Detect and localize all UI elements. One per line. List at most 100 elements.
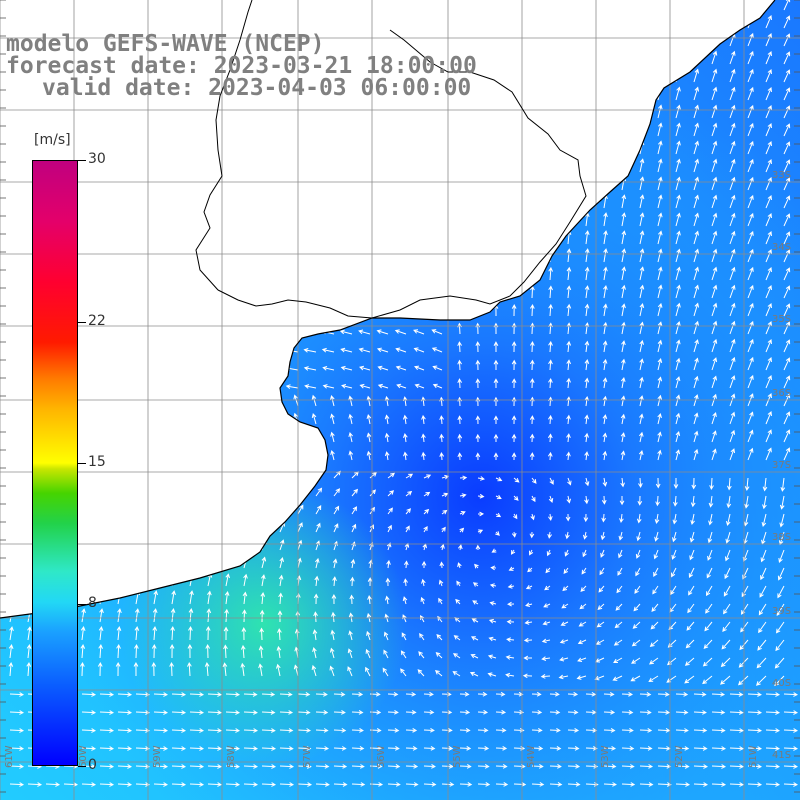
- wind-arrow: [506, 637, 515, 642]
- wind-arrow: [240, 644, 246, 659]
- wind-arrow: [86, 134, 101, 140]
- wind-arrow: [211, 385, 227, 390]
- wind-arrow: [477, 727, 489, 733]
- wind-arrow: [104, 134, 119, 140]
- wind-arrow: [189, 554, 195, 569]
- wind-arrow: [320, 185, 335, 191]
- wind-arrow: [621, 68, 627, 83]
- wind-arrow: [711, 338, 718, 353]
- wind-arrow: [81, 518, 88, 533]
- wind-arrow: [566, 340, 572, 353]
- wind-arrow: [338, 5, 353, 11]
- wind-arrow: [475, 121, 481, 137]
- wind-arrow: [266, 222, 281, 227]
- wind-arrow: [377, 383, 389, 389]
- wind-arrow: [266, 204, 281, 209]
- wind-arrow: [135, 501, 143, 515]
- wind-arrow: [104, 314, 119, 320]
- wind-arrow: [414, 365, 425, 371]
- wind-arrow: [621, 358, 626, 371]
- wind-arrow: [351, 488, 359, 497]
- latitude-label: 33S: [772, 170, 791, 181]
- wind-arrow: [304, 384, 317, 389]
- wind-arrow: [693, 320, 699, 335]
- wind-arrow: [711, 140, 718, 155]
- wind-arrow: [157, 133, 173, 139]
- wind-arrow: [311, 413, 317, 425]
- wind-arrow: [117, 518, 124, 533]
- wind-arrow: [495, 512, 502, 518]
- wind-arrow: [566, 414, 571, 425]
- wind-arrow: [374, 112, 389, 119]
- wind-arrow: [621, 764, 635, 769]
- wind-arrow: [356, 149, 371, 155]
- wind-arrow: [441, 745, 454, 751]
- wind-arrow: [432, 383, 443, 389]
- wind-arrow: [410, 40, 425, 47]
- wind-arrow: [68, 135, 83, 140]
- wind-arrow: [765, 447, 772, 461]
- wind-arrow: [545, 567, 551, 574]
- wind-arrow: [613, 639, 623, 646]
- wind-arrow: [276, 645, 282, 659]
- wind-arrow: [655, 495, 660, 507]
- wind-arrow: [116, 626, 122, 641]
- wind-arrow: [207, 590, 212, 605]
- wind-arrow: [284, 168, 299, 173]
- wind-arrow: [428, 220, 443, 227]
- wind-arrow: [566, 0, 572, 11]
- wind-arrow: [14, 99, 29, 105]
- wind-arrow: [14, 117, 29, 123]
- wind-arrow: [97, 661, 103, 677]
- wind-arrow: [153, 782, 169, 787]
- wind-arrow: [423, 474, 432, 479]
- wind-arrow: [211, 115, 227, 120]
- wind-arrow: [225, 692, 241, 697]
- wind-arrow: [171, 483, 179, 497]
- wind-arrow: [584, 50, 590, 65]
- wind-arrow: [193, 349, 209, 355]
- wind-arrow: [653, 567, 659, 577]
- wind-arrow: [638, 431, 644, 443]
- wind-arrow: [14, 243, 29, 249]
- wind-arrow: [639, 321, 645, 335]
- wind-arrow: [339, 329, 353, 335]
- wind-arrow: [405, 490, 413, 497]
- wind-arrow: [495, 691, 506, 697]
- wind-arrow: [711, 194, 718, 209]
- wind-arrow: [92, 394, 101, 407]
- wind-arrow: [639, 176, 645, 191]
- wind-arrow: [139, 296, 155, 301]
- wind-arrow: [438, 597, 443, 605]
- wind-arrow: [549, 746, 562, 751]
- wind-arrow: [596, 621, 605, 628]
- wind-arrow: [639, 746, 653, 751]
- wind-arrow: [779, 513, 785, 528]
- wind-arrow: [104, 8, 119, 14]
- wind-arrow: [457, 341, 462, 353]
- wind-arrow: [151, 643, 157, 659]
- wind-arrow: [303, 348, 317, 353]
- wind-arrow: [81, 728, 97, 733]
- wind-arrow: [457, 31, 462, 47]
- wind-arrow: [170, 608, 176, 623]
- wind-arrow: [392, 4, 407, 11]
- wind-arrow: [711, 14, 718, 29]
- wind-arrow: [302, 311, 317, 317]
- wind-arrow: [439, 561, 445, 569]
- wind-arrow: [601, 513, 606, 523]
- wind-arrow: [313, 611, 318, 623]
- wind-arrow: [223, 644, 228, 659]
- wind-arrow: [639, 376, 644, 389]
- wind-arrow: [657, 692, 670, 697]
- wind-arrow: [27, 626, 32, 641]
- wind-arrow: [183, 429, 191, 443]
- wind-arrow: [511, 31, 517, 47]
- wind-arrow: [284, 6, 299, 11]
- wind-arrow: [285, 384, 299, 389]
- wind-arrow: [747, 728, 763, 733]
- wind-arrow: [505, 672, 515, 678]
- wind-arrow: [374, 202, 389, 209]
- wind-arrow: [548, 103, 554, 119]
- wind-arrow: [525, 602, 533, 608]
